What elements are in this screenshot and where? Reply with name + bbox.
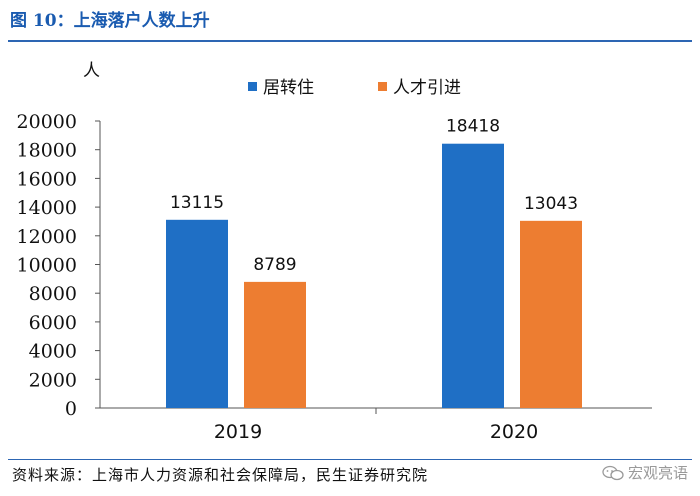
y-tick-label: 0 [65, 398, 77, 420]
y-tick-label: 2000 [29, 369, 77, 391]
y-tick-label: 14000 [17, 197, 77, 219]
data-label: 8789 [253, 255, 296, 275]
data-label: 18418 [446, 117, 500, 137]
bar-2020-2 [520, 220, 582, 408]
x-tick-label: 2019 [214, 421, 262, 443]
watermark-text: 宏观亮语 [627, 464, 688, 482]
legend-swatch [378, 82, 387, 91]
bar-2019-1 [166, 219, 228, 408]
bar-2019-2 [244, 281, 306, 408]
bar-2020-1 [442, 143, 504, 408]
source-note: 资料来源：上海市人力资源和社会保障局，民生证券研究院 [12, 466, 429, 484]
data-label: 13043 [524, 194, 578, 214]
watermark: 宏观亮语 [602, 462, 688, 483]
y-tick-label: 18000 [17, 140, 77, 162]
y-tick-label: 12000 [17, 226, 77, 248]
legend-swatch [248, 82, 257, 91]
y-tick-label: 10000 [17, 255, 77, 277]
y-tick-label: 16000 [17, 168, 77, 190]
y-axis-label: 人 [83, 61, 100, 81]
y-tick-label: 8000 [29, 283, 77, 305]
legend-label: 居转住 [263, 78, 314, 98]
y-tick-label: 4000 [29, 341, 77, 363]
footer-divider [8, 459, 692, 460]
legend-label: 人才引进 [393, 78, 461, 98]
x-tick-label: 2020 [490, 421, 538, 443]
bar-chart: 人 0 2000 4000 6000 8000 10000 12000 14000 16000 18… [17, 61, 652, 443]
y-tick-label: 20000 [17, 111, 77, 133]
y-tick-label: 6000 [29, 312, 77, 334]
figure-title: 图 10：上海落户人数上升 [10, 11, 210, 31]
data-label: 13115 [170, 193, 224, 213]
wechat-icon [602, 465, 624, 480]
title-divider [8, 40, 692, 42]
